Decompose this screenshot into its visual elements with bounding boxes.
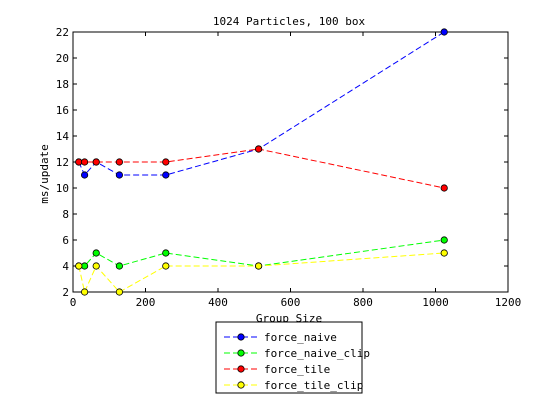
data-point-force_tile_clip	[115, 288, 124, 296]
y-tick-label: 8	[62, 208, 69, 221]
legend-marker	[237, 333, 245, 341]
y-tick-label: 14	[56, 130, 70, 143]
data-point-force_tile_clip	[255, 262, 263, 270]
x-tick-label: 800	[353, 296, 373, 309]
legend: force_naive force_naive_clip force_tilefor…	[215, 321, 370, 394]
data-point-force_tile_clip	[75, 262, 83, 270]
data-point-force_tile	[81, 158, 89, 166]
y-tick-label: 22	[56, 26, 69, 39]
series-line-force_naive	[78, 31, 445, 176]
data-point-force_tile	[162, 158, 170, 166]
y-tick-label: 20	[56, 52, 69, 65]
x-tick-label: 600	[281, 296, 301, 309]
data-point-force_naive_clip	[162, 249, 170, 257]
y-tick-label: 4	[62, 260, 69, 273]
series-line-force_tile	[78, 148, 445, 189]
y-tick-label: 10	[56, 182, 69, 195]
legend-label: force_naive_clip	[264, 347, 370, 360]
x-tick-label: 0	[70, 296, 77, 309]
x-tick-label: 400	[208, 296, 228, 309]
data-point-force_tile	[255, 145, 263, 153]
y-tick-label: 6	[62, 234, 69, 247]
y-tick-label: 18	[56, 78, 69, 91]
axis-ticks: 0 200 400 600 800 1000 1200 2 4 6 8 10 12 14 16 18 20 22	[56, 26, 522, 309]
legend-label: force_tile	[264, 363, 330, 376]
legend-label: force_naive	[264, 331, 337, 344]
legend-marker	[237, 365, 245, 373]
legend-marker	[237, 381, 245, 389]
y-tick-label: 12	[56, 156, 69, 169]
x-tick-label: 1000	[422, 296, 449, 309]
x-tick-label: 1200	[495, 296, 522, 309]
y-axis-label: ms/update	[38, 144, 51, 204]
x-tick-label: 200	[136, 296, 156, 309]
data-point-force_naive	[81, 171, 89, 179]
data-point-force_tile	[92, 158, 100, 166]
data-point-force_naive_clip	[440, 236, 448, 244]
legend-label: force_tile_clip	[264, 379, 363, 392]
legend-marker	[237, 349, 245, 357]
data-point-force_naive	[440, 28, 448, 36]
series-layer	[75, 28, 448, 296]
data-point-force_tile	[115, 158, 124, 166]
data-point-force_tile	[440, 184, 448, 192]
chart-title: 1024 Particles, 100 box	[213, 15, 366, 28]
data-point-force_naive_clip	[92, 249, 100, 257]
data-point-force_naive	[115, 171, 124, 179]
y-tick-label: 16	[56, 104, 69, 117]
data-point-force_tile_clip	[162, 262, 170, 270]
series-line-force_naive_clip	[78, 239, 445, 267]
data-point-force_naive	[162, 171, 170, 179]
series-line-force_tile_clip	[78, 252, 445, 294]
data-point-force_tile_clip	[92, 262, 100, 270]
data-point-force_naive_clip	[115, 262, 124, 270]
data-point-force_tile_clip	[440, 249, 448, 257]
y-tick-label: 2	[62, 286, 69, 299]
data-point-force_tile_clip	[81, 288, 89, 296]
